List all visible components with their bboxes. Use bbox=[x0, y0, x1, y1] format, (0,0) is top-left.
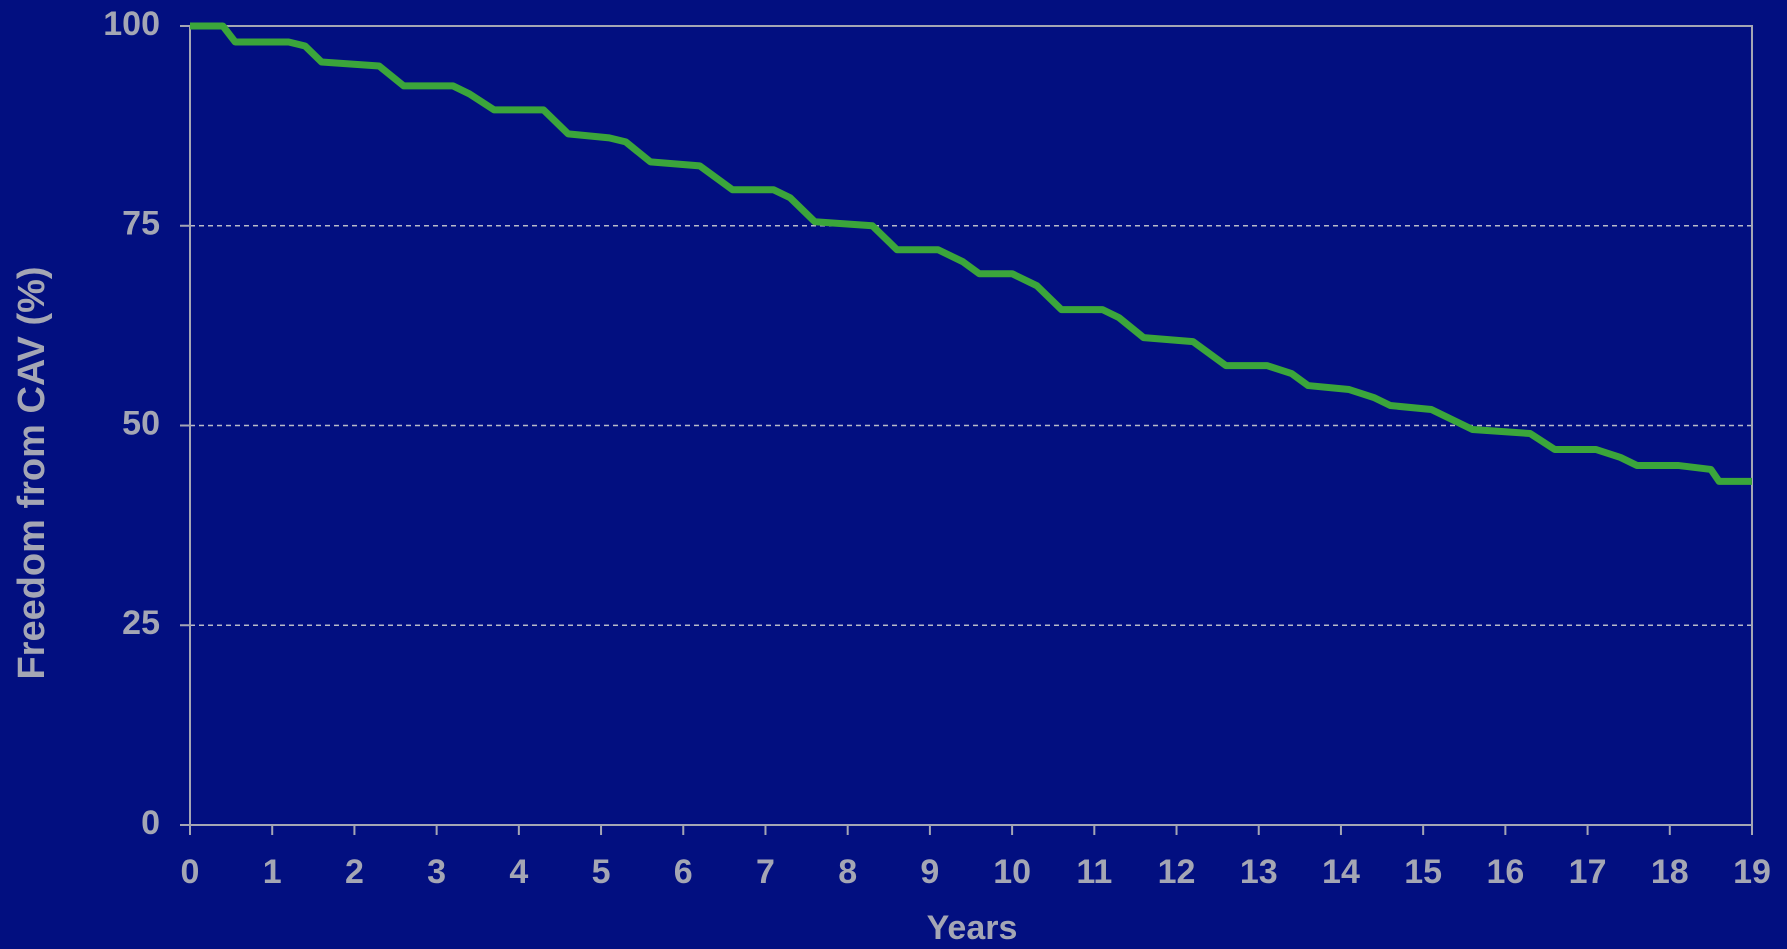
y-tick-label: 75 bbox=[122, 205, 160, 243]
x-tick-label: 16 bbox=[1486, 853, 1524, 891]
x-tick-label: 15 bbox=[1404, 853, 1442, 891]
x-tick-label: 13 bbox=[1240, 853, 1278, 891]
y-tick-label: 50 bbox=[122, 404, 160, 442]
x-tick-label: 19 bbox=[1733, 853, 1771, 891]
y-tick-label: 0 bbox=[141, 804, 160, 842]
x-tick-label: 6 bbox=[674, 853, 693, 891]
x-tick-label: 14 bbox=[1322, 853, 1360, 891]
data-line bbox=[190, 22, 1752, 485]
plot-frame bbox=[189, 25, 1753, 826]
x-tick-label: 10 bbox=[993, 853, 1031, 891]
x-tick-label: 12 bbox=[1158, 853, 1196, 891]
x-tick-label: 9 bbox=[920, 853, 939, 891]
y-axis-label: Freedom from CAV (%) bbox=[11, 266, 53, 679]
x-tick-label: 1 bbox=[263, 853, 282, 891]
x-tick-label: 18 bbox=[1651, 853, 1689, 891]
y-tick-label: 100 bbox=[103, 5, 160, 43]
x-tick-label: 11 bbox=[1076, 853, 1112, 891]
x-tick-label: 3 bbox=[427, 853, 446, 891]
x-tick-label: 4 bbox=[509, 853, 528, 891]
x-axis-label: Years bbox=[927, 909, 1018, 947]
x-tick-label: 17 bbox=[1569, 853, 1607, 891]
x-tick-label: 5 bbox=[592, 853, 611, 891]
x-tick-label: 0 bbox=[181, 853, 200, 891]
y-tick-label: 25 bbox=[122, 604, 160, 642]
x-tick-label: 8 bbox=[838, 853, 857, 891]
x-tick-label: 2 bbox=[345, 853, 364, 891]
x-tick-label: 7 bbox=[756, 853, 775, 891]
